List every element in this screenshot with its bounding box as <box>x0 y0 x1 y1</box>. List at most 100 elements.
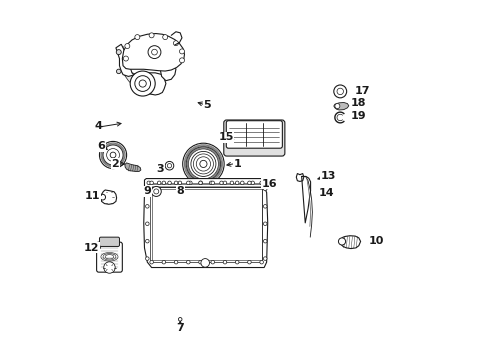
Circle shape <box>163 35 167 40</box>
Polygon shape <box>333 103 348 110</box>
Circle shape <box>247 260 251 264</box>
Circle shape <box>198 181 202 185</box>
Circle shape <box>223 260 226 264</box>
Circle shape <box>135 76 150 91</box>
Circle shape <box>167 163 171 168</box>
Circle shape <box>174 181 178 185</box>
Circle shape <box>157 181 161 185</box>
Circle shape <box>263 222 266 226</box>
Circle shape <box>186 181 190 185</box>
Circle shape <box>149 181 153 185</box>
Circle shape <box>193 154 213 174</box>
Circle shape <box>135 35 140 40</box>
Text: 7: 7 <box>176 323 183 333</box>
Circle shape <box>210 181 214 185</box>
Circle shape <box>110 152 116 158</box>
Text: 19: 19 <box>350 111 366 121</box>
Circle shape <box>263 204 266 208</box>
Circle shape <box>151 186 161 197</box>
Circle shape <box>151 49 157 55</box>
Circle shape <box>99 141 126 168</box>
Circle shape <box>116 50 121 55</box>
Circle shape <box>162 181 165 185</box>
Circle shape <box>153 189 159 194</box>
Circle shape <box>190 152 216 176</box>
Text: 13: 13 <box>320 171 335 181</box>
Circle shape <box>261 181 264 185</box>
Polygon shape <box>121 46 163 94</box>
Circle shape <box>223 181 226 185</box>
FancyBboxPatch shape <box>224 120 285 156</box>
Circle shape <box>148 46 161 59</box>
Polygon shape <box>122 33 184 71</box>
Circle shape <box>103 262 115 273</box>
Polygon shape <box>160 62 176 81</box>
Circle shape <box>106 149 119 161</box>
Circle shape <box>147 181 150 185</box>
Circle shape <box>174 260 178 264</box>
Circle shape <box>210 260 214 264</box>
Text: 5: 5 <box>203 100 210 110</box>
Polygon shape <box>125 39 180 68</box>
Polygon shape <box>124 163 141 171</box>
Text: 15: 15 <box>218 132 233 142</box>
Text: 10: 10 <box>368 236 384 246</box>
Circle shape <box>198 260 202 264</box>
Circle shape <box>183 143 224 185</box>
Text: 1: 1 <box>233 159 241 169</box>
Circle shape <box>103 145 123 165</box>
Circle shape <box>333 85 346 98</box>
Circle shape <box>178 318 182 321</box>
Circle shape <box>230 181 233 185</box>
Circle shape <box>179 58 184 63</box>
Circle shape <box>259 181 263 185</box>
Text: 6: 6 <box>98 141 105 151</box>
Circle shape <box>186 147 220 181</box>
Circle shape <box>145 204 149 208</box>
FancyBboxPatch shape <box>99 237 119 247</box>
Text: 17: 17 <box>354 86 369 96</box>
Text: 2: 2 <box>111 159 119 169</box>
Polygon shape <box>143 187 267 267</box>
Circle shape <box>263 257 266 260</box>
Circle shape <box>145 187 149 191</box>
Circle shape <box>123 56 128 61</box>
Circle shape <box>250 181 254 185</box>
Circle shape <box>130 71 155 96</box>
FancyBboxPatch shape <box>226 121 282 148</box>
Circle shape <box>235 260 239 264</box>
Circle shape <box>179 49 184 54</box>
Text: 16: 16 <box>261 179 277 189</box>
Circle shape <box>188 181 192 185</box>
Circle shape <box>186 260 190 264</box>
Circle shape <box>235 181 239 185</box>
Circle shape <box>196 157 210 171</box>
Circle shape <box>145 257 149 260</box>
Polygon shape <box>101 190 116 204</box>
Circle shape <box>201 258 209 267</box>
Circle shape <box>124 44 130 49</box>
Circle shape <box>209 181 212 185</box>
Text: 4: 4 <box>94 121 102 131</box>
Circle shape <box>145 239 149 243</box>
Circle shape <box>259 260 263 264</box>
Circle shape <box>116 69 121 74</box>
Text: 12: 12 <box>83 243 99 253</box>
Circle shape <box>199 181 202 185</box>
Text: 3: 3 <box>157 164 164 174</box>
Circle shape <box>167 181 171 185</box>
Circle shape <box>178 181 182 185</box>
Circle shape <box>200 160 206 167</box>
Circle shape <box>165 161 173 170</box>
Circle shape <box>334 104 339 109</box>
Circle shape <box>145 222 149 226</box>
Polygon shape <box>116 44 165 95</box>
Circle shape <box>149 33 154 38</box>
Circle shape <box>162 260 165 264</box>
Circle shape <box>173 41 178 46</box>
Circle shape <box>247 181 251 185</box>
Circle shape <box>139 80 146 87</box>
Text: 9: 9 <box>143 186 151 197</box>
Text: 14: 14 <box>318 188 334 198</box>
Text: 18: 18 <box>350 98 366 108</box>
